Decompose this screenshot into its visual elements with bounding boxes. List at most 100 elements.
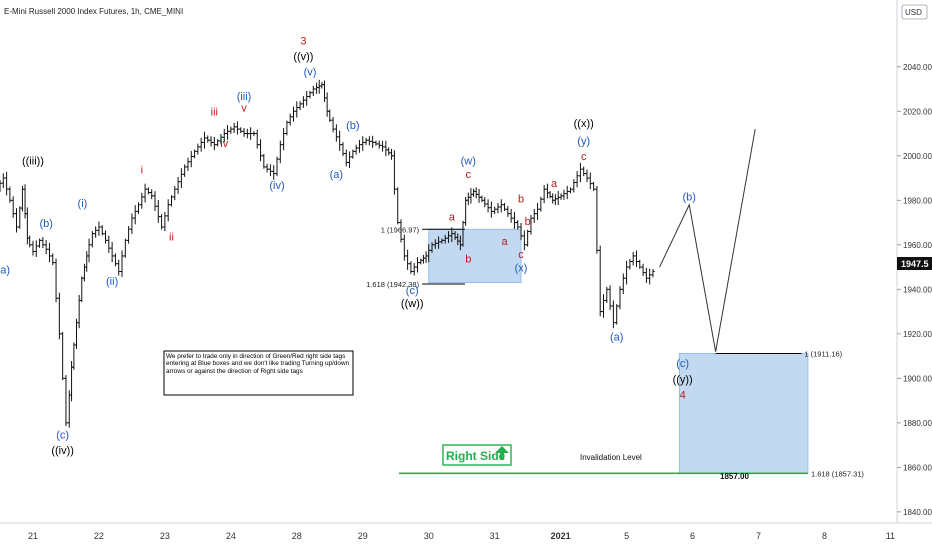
projection-line	[659, 128, 756, 352]
ohlc-bar	[415, 257, 420, 273]
ohlc-bar	[370, 135, 375, 148]
ohlc-bar	[232, 122, 236, 134]
ohlc-bar	[647, 268, 652, 285]
ohlc-bar	[4, 171, 9, 196]
wave-label: c	[466, 169, 472, 181]
ohlc-bar	[595, 185, 599, 254]
ohlc-bar	[136, 202, 141, 214]
ohlc-bar	[192, 149, 197, 159]
ohlc-bar	[14, 208, 19, 233]
ohlc-bar	[614, 304, 619, 325]
wave-label: ((x))	[574, 118, 594, 130]
ohlc-bar	[199, 137, 203, 152]
ohlc-bar	[337, 130, 342, 151]
ohlc-bar	[412, 263, 417, 276]
x-tick-label: 21	[28, 531, 38, 541]
ohlc-bar	[47, 243, 52, 263]
ohlc-bar	[311, 85, 316, 96]
wave-label: iii	[211, 107, 218, 119]
ohlc-bar	[402, 234, 407, 261]
ohlc-bar	[474, 187, 479, 199]
wave-label: (a)	[330, 169, 343, 181]
last-price-label: 1947.5	[901, 259, 929, 269]
ohlc-bar	[110, 241, 114, 263]
wave-label: b	[525, 216, 531, 228]
ohlc-bar	[395, 187, 400, 225]
ohlc-bar	[548, 191, 552, 199]
wave-label: iv	[220, 138, 228, 150]
ohlc-bar	[295, 101, 299, 118]
ohlc-bar	[322, 80, 327, 102]
ohlc-bar	[559, 193, 563, 200]
ohlc-bar	[189, 151, 194, 168]
y-tick-label: 2000.00	[903, 152, 932, 161]
wave-label: ((w))	[401, 298, 424, 310]
ohlc-bar	[153, 191, 157, 211]
ohlc-bar	[608, 285, 612, 311]
x-tick-label: 23	[160, 531, 170, 541]
x-tick-label: 28	[292, 531, 302, 541]
ohlc-bar	[74, 318, 79, 349]
chart-title: E-Mini Russell 2000 Index Futures, 1h, C…	[4, 7, 183, 16]
ohlc-bar	[377, 140, 382, 149]
ohlc-bar	[641, 263, 645, 276]
note-text: We prefer to trade only in direction of …	[166, 353, 350, 375]
target-boxes	[428, 228, 809, 474]
ohlc-bar	[367, 136, 372, 146]
ohlc-bar	[347, 151, 352, 168]
ohlc-bar	[116, 259, 121, 276]
ohlc-bar	[424, 251, 428, 263]
ohlc-bar	[100, 225, 105, 236]
ohlc-bar	[405, 249, 410, 270]
ohlc-bar	[27, 235, 32, 248]
ohlc-bar	[631, 251, 635, 266]
ohlc-bar	[384, 140, 388, 157]
ohlc-bar	[471, 188, 476, 197]
ohlc-bar	[20, 185, 25, 212]
ohlc-bar	[598, 245, 602, 317]
ohlc-bar	[469, 188, 473, 204]
ohlc-bar	[44, 240, 48, 255]
wave-label: c	[581, 151, 587, 163]
ohlc-bar	[54, 258, 58, 303]
wave-label: b	[465, 254, 471, 266]
blue-box-1	[678, 353, 809, 474]
x-tick-label: 6	[690, 531, 695, 541]
x-tick-label: 22	[94, 531, 104, 541]
ohlc-bar	[499, 199, 504, 213]
wave-label: a	[502, 236, 509, 248]
x-tick-label: 7	[756, 531, 761, 541]
ohlc-bar	[389, 148, 394, 160]
invalidation-label: Invalidation Level	[580, 453, 642, 462]
ohlc-bar	[463, 197, 468, 226]
ohlc-bar	[364, 137, 368, 145]
ohlc-bar	[568, 187, 573, 194]
ohlc-bar	[156, 200, 161, 223]
ohlc-bar	[354, 144, 358, 155]
ohlc-bar	[8, 186, 12, 203]
ohlc-bar	[644, 267, 649, 283]
ohlc-bar	[60, 332, 65, 381]
ohlc-bar	[482, 197, 487, 208]
wave-label: ((iv))	[51, 445, 74, 457]
wave-label: ((iii))	[22, 156, 44, 168]
ohlc-bar	[278, 140, 283, 164]
y-tick-label: 1860.00	[903, 463, 932, 472]
ohlc-bar	[143, 183, 147, 203]
ohlc-bar	[268, 164, 273, 177]
y-tick-label: 1980.00	[903, 196, 932, 205]
ohlc-bar	[502, 202, 507, 211]
wave-label: (b)	[346, 120, 359, 132]
ohlc-bar	[492, 206, 497, 214]
ohlc-bar	[628, 258, 632, 270]
ohlc-bar	[248, 127, 253, 140]
ohlc-bar	[539, 196, 543, 212]
x-tick-label: 24	[226, 531, 236, 541]
ohlc-bar	[265, 163, 269, 173]
ohlc-bar	[581, 166, 586, 177]
ohlc-bar	[182, 164, 187, 177]
ohlc-bar	[308, 90, 312, 99]
ohlc-bar	[535, 202, 540, 220]
invalidation-value: 1857.00	[720, 472, 749, 481]
